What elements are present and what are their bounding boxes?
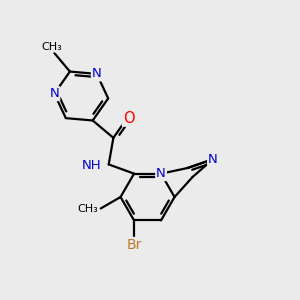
Text: NH: NH [82, 159, 101, 172]
Text: N: N [92, 68, 102, 80]
Text: N: N [50, 87, 59, 100]
Text: CH₃: CH₃ [41, 42, 62, 52]
Text: Br: Br [126, 238, 142, 252]
Text: N: N [208, 153, 218, 166]
Text: O: O [123, 111, 134, 126]
Text: CH₃: CH₃ [77, 205, 98, 214]
Text: N: N [156, 167, 166, 180]
